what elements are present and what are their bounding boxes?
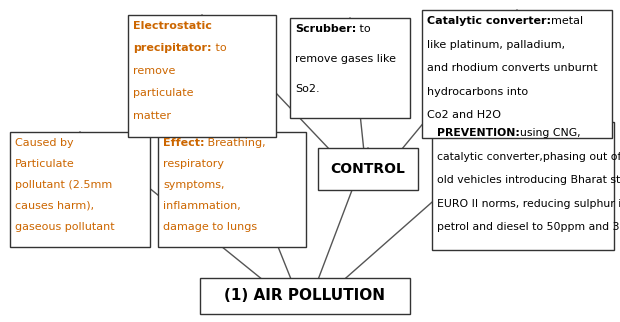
Text: hydrocarbons into: hydrocarbons into (427, 87, 528, 97)
Text: metal: metal (551, 16, 583, 26)
Text: Electrostatic: Electrostatic (133, 21, 212, 31)
FancyBboxPatch shape (128, 15, 276, 137)
Text: old vehicles introducing Bharat stage: old vehicles introducing Bharat stage (437, 175, 620, 185)
Text: Caused by: Caused by (15, 138, 74, 148)
Text: to: to (356, 24, 371, 34)
Text: Scrubber:: Scrubber: (295, 24, 356, 34)
Text: Particulate: Particulate (15, 159, 75, 169)
Text: Catalytic converter:: Catalytic converter: (427, 16, 551, 26)
Text: EURO II norms, reducing sulphur in: EURO II norms, reducing sulphur in (437, 199, 620, 209)
Text: using CNG,: using CNG, (520, 128, 580, 138)
Text: CONTROL: CONTROL (330, 162, 405, 176)
FancyBboxPatch shape (422, 10, 612, 138)
FancyBboxPatch shape (10, 132, 150, 247)
Text: PREVENTION:: PREVENTION: (437, 128, 520, 138)
FancyBboxPatch shape (290, 18, 410, 118)
Text: remove: remove (133, 66, 175, 76)
Text: Breathing,: Breathing, (205, 138, 266, 148)
Text: pollutant (2.5mm: pollutant (2.5mm (15, 180, 112, 190)
Text: So2.: So2. (295, 84, 320, 94)
Text: particulate: particulate (133, 88, 193, 98)
Text: to: to (211, 43, 226, 53)
FancyBboxPatch shape (318, 148, 418, 190)
Text: causes harm),: causes harm), (15, 201, 94, 211)
Text: inflammation,: inflammation, (163, 201, 241, 211)
Text: like platinum, palladium,: like platinum, palladium, (427, 40, 565, 50)
Text: respiratory: respiratory (163, 159, 224, 169)
Text: gaseous pollutant: gaseous pollutant (15, 222, 115, 232)
Text: Effect:: Effect: (163, 138, 205, 148)
Text: remove gases like: remove gases like (295, 54, 396, 64)
Text: and rhodium converts unburnt: and rhodium converts unburnt (427, 63, 598, 73)
Text: petrol and diesel to 50ppm and 35%: petrol and diesel to 50ppm and 35% (437, 223, 620, 232)
Text: precipitator:: precipitator: (133, 43, 211, 53)
Text: Co2 and H2O: Co2 and H2O (427, 110, 501, 120)
Text: symptoms,: symptoms, (163, 180, 224, 190)
FancyBboxPatch shape (432, 122, 614, 250)
Text: catalytic converter,phasing out of: catalytic converter,phasing out of (437, 152, 620, 162)
FancyBboxPatch shape (200, 278, 410, 314)
FancyBboxPatch shape (158, 132, 306, 247)
Text: matter: matter (133, 110, 171, 121)
Text: (1) AIR POLLUTION: (1) AIR POLLUTION (224, 289, 386, 304)
Text: damage to lungs: damage to lungs (163, 222, 257, 232)
